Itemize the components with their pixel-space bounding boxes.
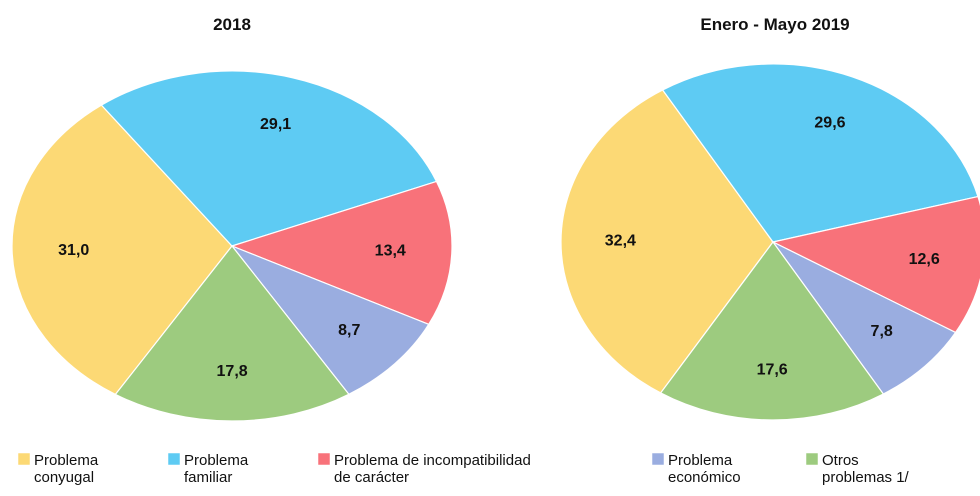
legend-label: económico: [668, 469, 741, 486]
value-label: 12,6: [909, 251, 940, 268]
pie-slice: [11, 104, 233, 396]
value-label: 31,0: [58, 242, 89, 259]
legend-label: Problema: [668, 452, 733, 469]
value-label: 32,4: [605, 233, 636, 250]
pie-slice: [661, 63, 979, 243]
chart-title: Enero - Mayo 2019: [700, 15, 849, 34]
legend-label: Problema: [34, 452, 99, 469]
pie-slice: [230, 180, 453, 326]
pie-slice: [659, 240, 885, 421]
legend-swatch: [805, 452, 819, 466]
legend-swatch: [651, 452, 665, 466]
legend-label: conyugal: [34, 469, 94, 486]
legend-label: Problema: [184, 452, 249, 469]
value-label: 29,1: [260, 116, 291, 133]
value-label: 17,8: [217, 363, 248, 380]
legend-swatch: [167, 452, 181, 466]
pie-slice: [560, 89, 774, 394]
pie-slice: [772, 241, 957, 395]
pie-slice: [230, 244, 430, 396]
value-label: 29,6: [814, 114, 845, 131]
value-label: 7,8: [871, 323, 893, 340]
value-label: 13,4: [375, 243, 406, 260]
legend-label: de carácter: [334, 469, 409, 486]
legend-label: problemas 1/: [822, 469, 910, 486]
pie-slice: [771, 195, 980, 334]
value-label: 17,6: [757, 361, 788, 378]
legend-label: familiar: [184, 469, 232, 486]
legend-swatch: [317, 452, 331, 466]
legend-swatch: [17, 452, 31, 466]
legend-label: Otros: [822, 452, 859, 469]
value-label: 8,7: [338, 322, 360, 339]
legend-label: Problema de incompatibilidad: [334, 452, 531, 469]
chart-title: 2018: [213, 15, 251, 34]
pie-slice: [114, 245, 350, 422]
pie-slice: [100, 70, 438, 247]
